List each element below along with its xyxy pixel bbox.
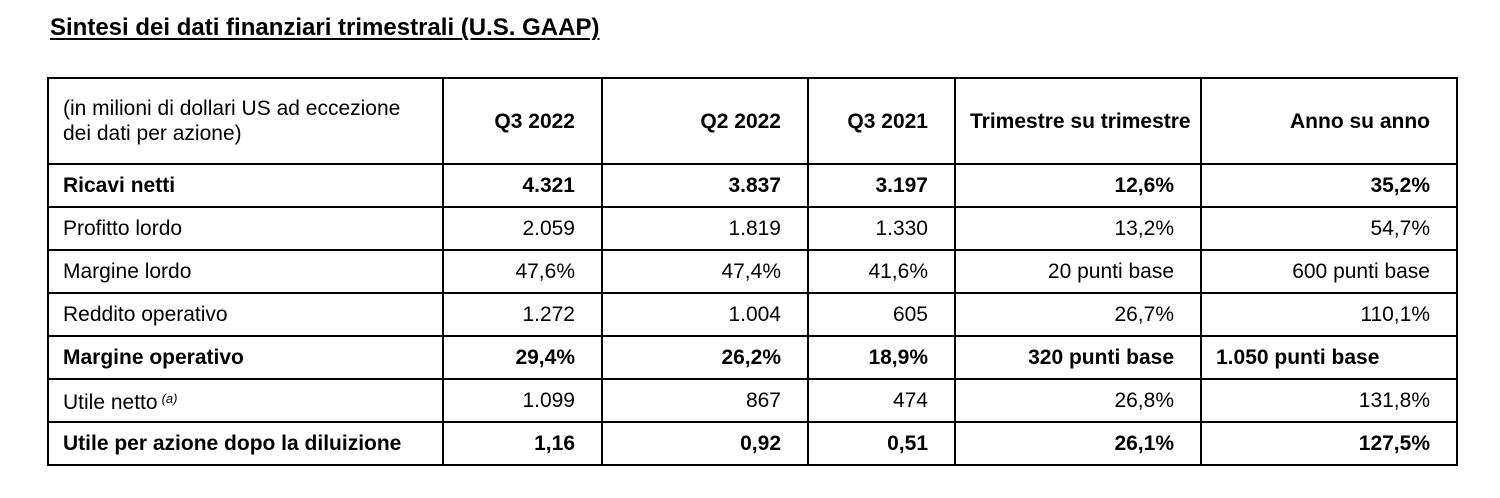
cell-q3-2022: 1,16 [442,421,603,466]
unit-note-header: (in milioni di dollari US ad eccezione d… [47,77,444,165]
cell-q3-2021: 0,51 [807,421,956,466]
cell-q3-2022: 29,4% [442,335,603,380]
row-label: Utile netto [63,391,158,414]
cell-qoq: 320 punti base [954,335,1202,380]
cell-q2-2022: 1.004 [601,292,809,337]
cell-q3-2022: 1.272 [442,292,603,337]
table-row-operating-income: Reddito operativo 1.272 1.004 605 26,7% … [47,292,1458,337]
cell-yoy: 54,7% [1200,206,1458,251]
document-title: Sintesi dei dati finanziari trimestrali … [50,14,600,41]
cell-q3-2021: 41,6% [807,249,956,294]
row-label: Profitto lordo [47,206,444,251]
cell-q3-2021: 18,9% [807,335,956,380]
cell-q3-2021: 1.330 [807,206,956,251]
table-header-row: (in milioni di dollari US ad eccezione d… [47,77,1458,165]
row-label: Reddito operativo [47,292,444,337]
cell-qoq: 13,2% [954,206,1202,251]
row-label: Utile per azione dopo la diluizione [47,421,444,466]
cell-yoy: 110,1% [1200,292,1458,337]
row-label: Margine lordo [47,249,444,294]
cell-q3-2021: 3.197 [807,163,956,208]
table-row-net-revenue: Ricavi netti 4.321 3.837 3.197 12,6% 35,… [47,163,1458,208]
column-header-quarter-over-quarter: Trimestre su trimestre [954,77,1202,165]
table-row-gross-profit: Profitto lordo 2.059 1.819 1.330 13,2% 5… [47,206,1458,251]
cell-q2-2022: 867 [601,378,809,423]
footnote-marker: (a) [161,391,178,406]
row-label: Ricavi netti [47,163,444,208]
cell-q2-2022: 26,2% [601,335,809,380]
cell-yoy: 35,2% [1200,163,1458,208]
cell-q3-2022: 47,6% [442,249,603,294]
column-header-q3-2022: Q3 2022 [442,77,603,165]
cell-qoq: 26,7% [954,292,1202,337]
column-header-q2-2022: Q2 2022 [601,77,809,165]
column-header-q3-2021: Q3 2021 [807,77,956,165]
table-row-diluted-eps: Utile per azione dopo la diluizione 1,16… [47,421,1458,466]
cell-q3-2021: 605 [807,292,956,337]
cell-q2-2022: 47,4% [601,249,809,294]
cell-q3-2022: 4.321 [442,163,603,208]
table-row-operating-margin: Margine operativo 29,4% 26,2% 18,9% 320 … [47,335,1458,380]
cell-yoy: 1.050 punti base [1200,335,1458,380]
cell-qoq: 26,8% [954,378,1202,423]
row-label: Margine operativo [47,335,444,380]
cell-q2-2022: 0,92 [601,421,809,466]
cell-yoy: 127,5% [1200,421,1458,466]
cell-yoy: 600 punti base [1200,249,1458,294]
cell-qoq: 20 punti base [954,249,1202,294]
cell-q3-2022: 2.059 [442,206,603,251]
table-row-gross-margin: Margine lordo 47,6% 47,4% 41,6% 20 punti… [47,249,1458,294]
cell-qoq: 26,1% [954,421,1202,466]
row-label-cell: Utile netto (a) [47,378,444,423]
column-header-year-over-year: Anno su anno [1200,77,1458,165]
cell-q3-2022: 1.099 [442,378,603,423]
cell-yoy: 131,8% [1200,378,1458,423]
cell-q3-2021: 474 [807,378,956,423]
financial-summary-table: (in milioni di dollari US ad eccezione d… [47,77,1458,466]
table-row-net-income: Utile netto (a) 1.099 867 474 26,8% 131,8… [47,378,1458,423]
cell-q2-2022: 1.819 [601,206,809,251]
cell-qoq: 12,6% [954,163,1202,208]
cell-q2-2022: 3.837 [601,163,809,208]
